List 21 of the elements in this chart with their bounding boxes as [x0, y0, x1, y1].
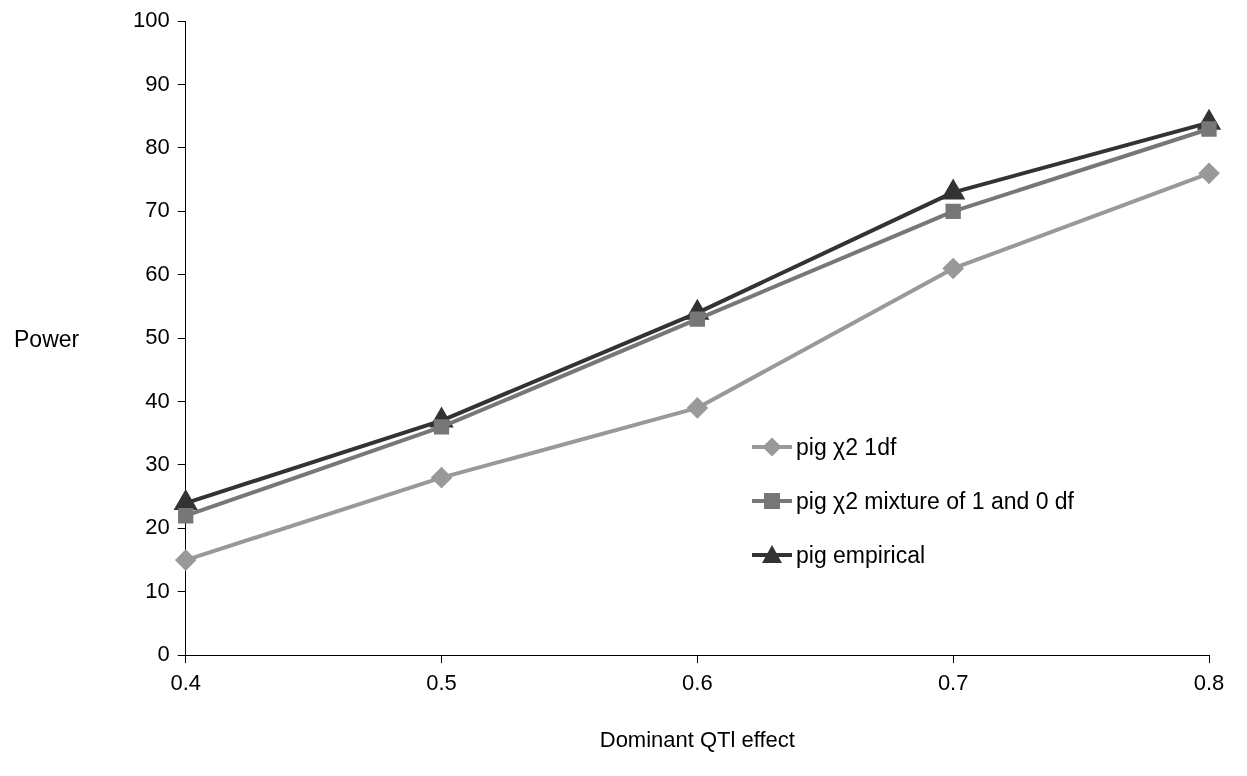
y-tick-label: 10 [145, 577, 170, 603]
y-tick-label: 100 [132, 7, 170, 33]
x-axis-title: Dominant QTl effect [599, 726, 795, 752]
y-axis-title: Power [14, 326, 80, 353]
y-tick-label: 30 [145, 451, 170, 477]
y-tick-label: 80 [145, 134, 170, 160]
y-tick-label: 20 [145, 514, 170, 540]
y-tick-label: 70 [145, 197, 170, 223]
x-tick-label: 0.4 [170, 670, 201, 696]
x-tick-label: 0.5 [426, 670, 457, 696]
x-tick-label: 0.7 [937, 670, 969, 696]
y-tick-label: 40 [145, 387, 170, 413]
legend-label: pig empirical [796, 541, 926, 569]
x-tick-label: 0.8 [1193, 670, 1225, 696]
y-tick-label: 0 [157, 641, 170, 667]
y-tick-label: 60 [145, 260, 170, 286]
legend-label: pig χ2 1df [796, 433, 897, 461]
y-tick-label: 90 [145, 70, 170, 96]
legend-label: pig χ2 mixture of 1 and 0 df [796, 487, 1075, 515]
x-tick-label: 0.6 [682, 670, 713, 696]
y-tick-label: 50 [145, 324, 170, 350]
